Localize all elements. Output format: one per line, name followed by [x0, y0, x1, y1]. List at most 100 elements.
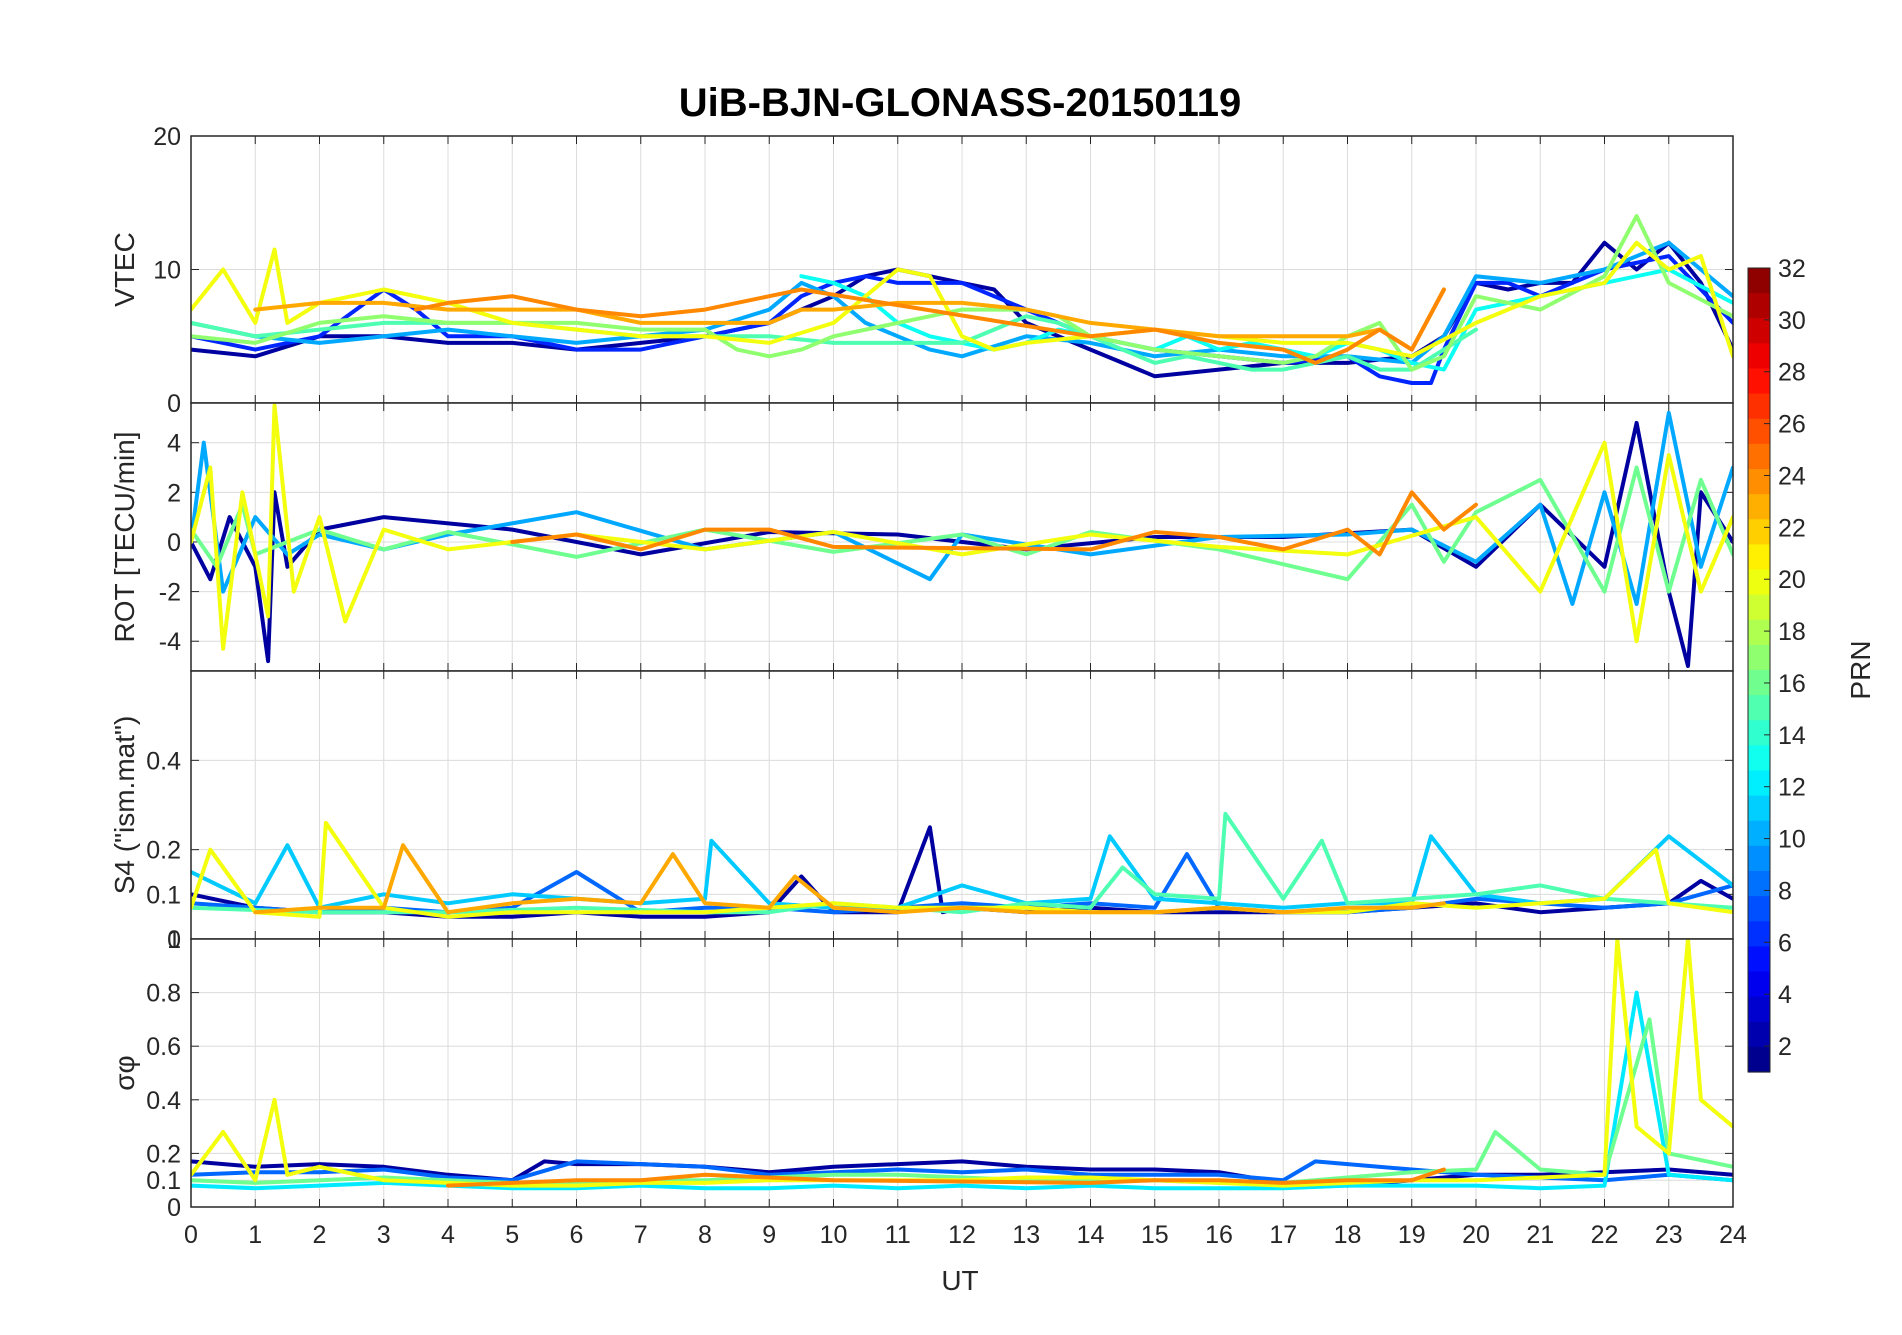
colorbar-segment: [1748, 594, 1770, 621]
series-line-prn-10: [191, 240, 1733, 365]
colorbar-segment: [1748, 795, 1770, 822]
colorbar-frame: [1747, 267, 1771, 1073]
series-line-prn-11: [191, 834, 1733, 910]
x-tick-label: 0: [184, 1221, 198, 1249]
y-tick-label: 1: [167, 926, 181, 954]
colorbar-tick-label: 4: [1778, 981, 1792, 1009]
x-tick-label: 7: [634, 1221, 648, 1249]
series-group: [191, 403, 1733, 668]
colorbar-segment: [1748, 268, 1770, 294]
colorbar-segment: [1748, 695, 1770, 721]
x-tick-label: 17: [1269, 1221, 1297, 1249]
series-line-prn-2: [191, 420, 1733, 668]
x-tick-label: 14: [1077, 1221, 1105, 1249]
colorbar-tick-label: 18: [1778, 618, 1806, 646]
colorbar-segment: [1748, 770, 1770, 797]
x-tick-label: 1: [248, 1221, 262, 1249]
colorbar-segment: [1748, 368, 1770, 395]
colorbar-segment: [1748, 946, 1770, 973]
x-tick-label: 5: [505, 1221, 519, 1249]
x-tick-label: 24: [1719, 1221, 1747, 1249]
x-tick-label: 9: [762, 1221, 776, 1249]
colorbar-segment: [1748, 1021, 1770, 1048]
colorbar-segment: [1748, 293, 1770, 319]
y-tick-label: 0.4: [146, 747, 181, 775]
panel-frame: [190, 938, 1734, 1208]
colorbar-segment: [1748, 418, 1770, 445]
x-tick-label: 3: [377, 1221, 391, 1249]
y-axis-label: VTEC: [109, 232, 140, 307]
x-tick-label: 22: [1591, 1221, 1619, 1249]
y-tick-label: -4: [159, 628, 181, 656]
series-group: [191, 811, 1733, 919]
x-tick-label: 10: [820, 1221, 848, 1249]
colorbar-segment: [1748, 443, 1770, 470]
x-axis-label: UT: [941, 1265, 978, 1296]
colorbar-tick-label: 22: [1778, 514, 1806, 542]
panel-1: 0 10 20 VTEC: [109, 123, 1734, 418]
colorbar-tick-label: 28: [1778, 359, 1806, 387]
colorbar-segment: [1748, 393, 1770, 420]
x-tick-label: 20: [1462, 1221, 1490, 1249]
colorbar-segment: [1748, 720, 1770, 746]
y-tick-label: 2: [167, 479, 181, 507]
y-tick-label: 20: [153, 123, 181, 151]
colorbar-segment: [1748, 469, 1770, 495]
colorbar-segment: [1748, 820, 1770, 847]
colorbar-tick-label: 16: [1778, 670, 1806, 698]
panel-2: -4 -2 0 2 4 ROT [TECU/min]: [109, 402, 1734, 672]
y-tick-label: 0.2: [146, 1140, 181, 1168]
colorbar-segment: [1748, 996, 1770, 1023]
colorbar-segment: [1748, 670, 1770, 696]
y-axis-label: S4 ("ism.mat"): [109, 716, 140, 895]
colorbar-segment: [1748, 318, 1770, 344]
x-tick-label: 8: [698, 1221, 712, 1249]
colorbar-label: PRN: [1845, 640, 1876, 699]
x-tick-label: 15: [1141, 1221, 1169, 1249]
y-tick-label: 4: [167, 430, 181, 458]
colorbar-segment: [1748, 494, 1770, 520]
series-line-prn-20: [191, 939, 1733, 1188]
series-line-prn-8: [191, 1159, 1733, 1183]
colorbar-tick-label: 8: [1778, 877, 1792, 905]
series-line-prn-24: [446, 1167, 1446, 1188]
y-tick-label: -2: [159, 579, 181, 607]
y-tick-label: 0.8: [146, 980, 181, 1008]
colorbar-segment: [1748, 971, 1770, 998]
y-tick-label: 0.2: [146, 837, 181, 865]
series-line-prn-24: [413, 287, 1446, 365]
chart-title: UiB-BJN-GLONASS-20150119: [679, 81, 1241, 125]
x-tick-label: 16: [1205, 1221, 1233, 1249]
colorbar-segment: [1748, 871, 1770, 897]
colorbar-tick-label: 20: [1778, 566, 1806, 594]
colorbar-tick-label: 30: [1778, 307, 1806, 335]
y-tick-label: 0.4: [146, 1087, 181, 1115]
series-group: [191, 939, 1733, 1191]
series-group: [191, 214, 1733, 385]
y-tick-label: 0.1: [146, 881, 181, 909]
series-line-prn-13: [799, 267, 1733, 372]
y-tick-label: 0: [167, 1194, 181, 1222]
y-tick-label: 0.6: [146, 1033, 181, 1061]
x-tick-label: 18: [1334, 1221, 1362, 1249]
panel-3: 0 0.1 0.2 0.4S4 ("ism.mat"): [109, 670, 1734, 954]
y-tick-label: 0: [167, 390, 181, 418]
series-line-prn-16: [191, 465, 1733, 594]
x-tick-label: 13: [1012, 1221, 1040, 1249]
colorbar-segment: [1748, 921, 1770, 947]
x-tick-label: 23: [1655, 1221, 1683, 1249]
colorbar-tick-label: 26: [1778, 411, 1806, 439]
colorbar-segment: [1748, 644, 1770, 671]
series-line-prn-16: [191, 1017, 1733, 1185]
x-tick-label: 19: [1398, 1221, 1426, 1249]
colorbar-segment: [1748, 845, 1770, 872]
y-tick-label: 10: [153, 257, 181, 285]
y-tick-label: 0: [167, 529, 181, 557]
colorbar-segment: [1748, 343, 1770, 370]
x-tick-label: 2: [313, 1221, 327, 1249]
colorbar-tick-label: 32: [1778, 255, 1806, 283]
